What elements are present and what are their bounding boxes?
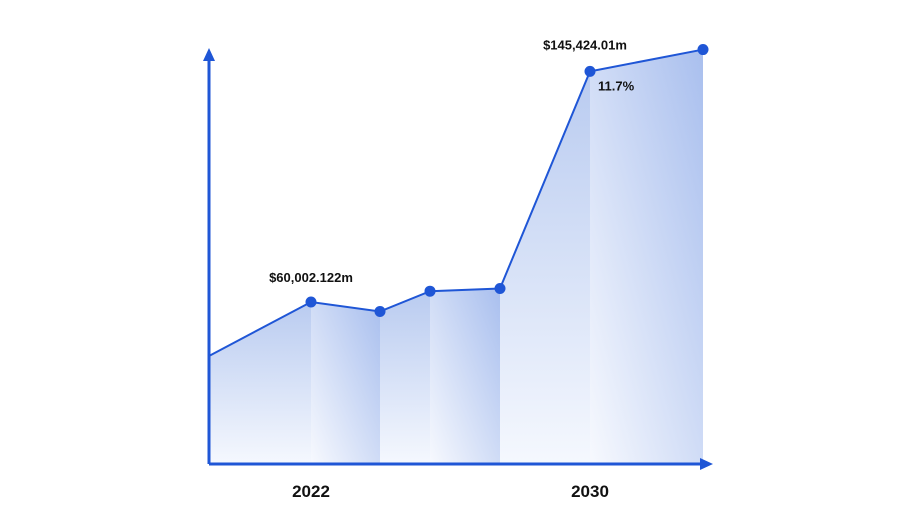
data-point-5 — [584, 65, 596, 77]
x-tick-label-2030: 2030 — [571, 482, 609, 501]
area-segment-5 — [500, 71, 590, 465]
annotations: $60,002.122m $145,424.01m 11.7% — [269, 37, 635, 285]
data-point-4 — [494, 283, 506, 294]
data-point-6 — [697, 44, 709, 56]
annotation-1: $60,002.122m — [269, 270, 353, 285]
area-segment-2 — [311, 301, 380, 464]
x-tick-labels: 2022 2030 — [292, 482, 609, 501]
area-fills — [209, 49, 703, 465]
x-axis-arrow — [700, 458, 713, 470]
annotation-3: 11.7% — [598, 78, 635, 93]
data-points — [305, 44, 709, 317]
y-axis-arrow — [203, 48, 215, 61]
data-point-3 — [424, 285, 436, 297]
data-point-2 — [374, 305, 386, 317]
area-segment-3 — [380, 291, 430, 464]
area-segment-6 — [590, 49, 703, 465]
x-tick-label-2022: 2022 — [292, 482, 330, 501]
area-segment-4 — [430, 288, 500, 464]
data-point-1 — [305, 296, 317, 308]
area-segment-1 — [209, 301, 311, 464]
annotation-2: $145,424.01m — [543, 37, 627, 52]
